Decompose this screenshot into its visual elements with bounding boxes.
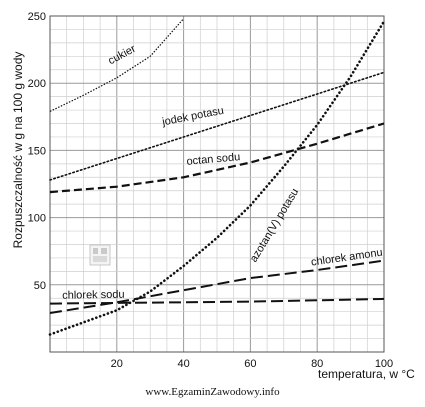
series-lines — [48, 18, 386, 336]
series-line-octan-sodu — [49, 122, 385, 194]
plot-frame — [49, 15, 385, 353]
series-label: jodek potasu — [160, 105, 225, 129]
watermark-logo — [89, 244, 111, 266]
y-axis-label: Rozpuszczalność w g na 100 g wody — [11, 52, 25, 249]
x-tick-label: 20 — [111, 358, 123, 370]
x-axis-label: temperatura, w °C — [318, 367, 415, 381]
series-line-jodek-potasu — [49, 71, 385, 181]
footer-url: www.EgzaminZawodowy.info — [145, 386, 280, 398]
series-label: chlorek sodu — [62, 289, 125, 302]
y-tick-label: 50 — [34, 280, 46, 292]
series-line-chlorek-sodu — [49, 297, 385, 305]
y-tick-label: 150 — [28, 145, 46, 157]
y-tick-label: 250 — [28, 11, 46, 23]
x-tick-label: 100 — [375, 358, 393, 370]
x-tick-label: 80 — [311, 358, 323, 370]
y-tick-label: 100 — [28, 213, 46, 225]
x-tick-label: 60 — [244, 358, 256, 370]
series-line-azotan-v-potasu — [48, 20, 386, 336]
series-line-cukier — [49, 18, 185, 112]
series-line-chlorek-amonu — [49, 259, 385, 314]
x-tick-label: 40 — [177, 358, 189, 370]
y-tick-label: 200 — [28, 78, 46, 90]
axes: 20 40 60 80 100 50 100 150 200 250 — [28, 11, 394, 370]
series-label: octan sodu — [186, 151, 241, 168]
grid — [49, 15, 385, 353]
